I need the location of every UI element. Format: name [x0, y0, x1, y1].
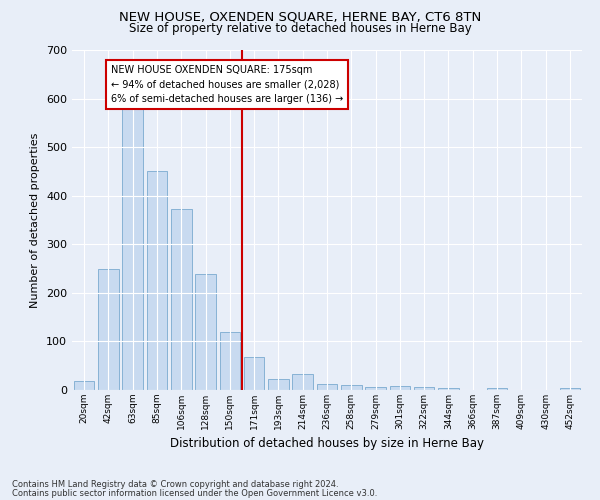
Bar: [74, 382, 94, 390]
Bar: [438, 388, 459, 390]
Bar: [244, 357, 265, 390]
Text: Contains HM Land Registry data © Crown copyright and database right 2024.: Contains HM Land Registry data © Crown c…: [12, 480, 338, 489]
Text: NEW HOUSE OXENDEN SQUARE: 175sqm
← 94% of detached houses are smaller (2,028)
6%: NEW HOUSE OXENDEN SQUARE: 175sqm ← 94% o…: [111, 64, 343, 104]
Text: NEW HOUSE, OXENDEN SQUARE, HERNE BAY, CT6 8TN: NEW HOUSE, OXENDEN SQUARE, HERNE BAY, CT…: [119, 10, 481, 23]
Bar: [122, 106, 143, 390]
Y-axis label: Number of detached properties: Number of detached properties: [31, 132, 40, 308]
Bar: [365, 386, 386, 390]
X-axis label: Distribution of detached houses by size in Herne Bay: Distribution of detached houses by size …: [170, 438, 484, 450]
Bar: [171, 210, 191, 390]
Bar: [341, 385, 362, 390]
Bar: [220, 332, 240, 390]
Bar: [146, 172, 167, 390]
Text: Size of property relative to detached houses in Herne Bay: Size of property relative to detached ho…: [128, 22, 472, 35]
Bar: [195, 274, 216, 390]
Bar: [414, 386, 434, 390]
Bar: [317, 384, 337, 390]
Bar: [292, 374, 313, 390]
Bar: [268, 379, 289, 390]
Bar: [389, 386, 410, 390]
Bar: [560, 388, 580, 390]
Bar: [98, 268, 119, 390]
Text: Contains public sector information licensed under the Open Government Licence v3: Contains public sector information licen…: [12, 488, 377, 498]
Bar: [487, 388, 508, 390]
